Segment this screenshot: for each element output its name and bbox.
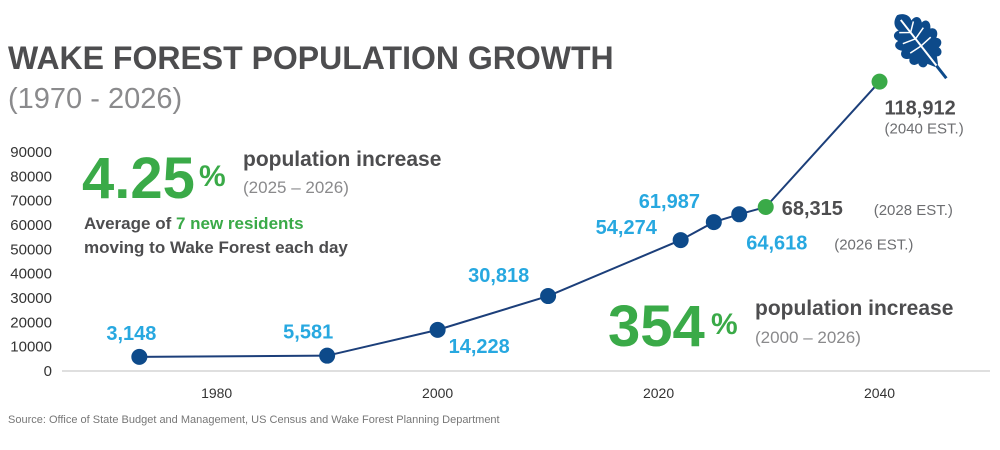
data-label: 64,618 xyxy=(746,232,807,254)
data-label: 61,987 xyxy=(639,191,700,213)
stat1-unit: % xyxy=(199,160,226,193)
daily-residents-note: Average of 7 new residents xyxy=(84,214,304,233)
stat1-value: 4.25 xyxy=(82,146,195,211)
stat1-range: (2025 – 2026) xyxy=(243,178,349,197)
stat2-value: 354 xyxy=(608,294,705,359)
y-tick-label: 60000 xyxy=(10,217,52,234)
data-label: 68,315 xyxy=(782,198,843,220)
y-tick-label: 30000 xyxy=(10,290,52,307)
data-point xyxy=(540,288,557,305)
note-prefix: Average of xyxy=(84,214,176,233)
data-label: 54,274 xyxy=(596,217,658,239)
chart-subtitle: (1970 - 2026) xyxy=(8,83,182,115)
y-tick-label: 10000 xyxy=(10,339,52,356)
data-point xyxy=(131,348,148,365)
data-point xyxy=(429,321,446,338)
source-note: Source: Office of State Budget and Manag… xyxy=(8,414,500,426)
stat2-label: population increase xyxy=(755,297,953,320)
stat-total-increase: 354 % population increase (2000 – 2026) xyxy=(608,294,953,359)
stat-annual-increase: 4.25 % population increase (2025 – 2026) xyxy=(82,146,441,211)
y-tick-label: 80000 xyxy=(10,168,52,185)
y-tick-label: 70000 xyxy=(10,193,52,210)
stat2-unit: % xyxy=(711,308,738,341)
y-tick-label: 0 xyxy=(44,363,52,380)
data-label: 14,228 xyxy=(449,336,510,358)
data-point xyxy=(672,232,689,249)
data-point-estimate xyxy=(757,198,774,215)
data-label-note: (2040 EST.) xyxy=(885,121,964,138)
data-point-estimate xyxy=(871,73,888,90)
axes: 0 10000 20000 30000 40000 50000 60000 70000 8000… xyxy=(10,144,990,401)
x-tick-label: 2040 xyxy=(864,385,895,401)
y-tick-label: 20000 xyxy=(10,314,52,331)
data-point xyxy=(319,347,336,364)
y-tick-label: 50000 xyxy=(10,241,52,258)
x-tick-label: 2000 xyxy=(422,385,453,401)
y-tick-label: 40000 xyxy=(10,266,52,283)
data-label: 3,148 xyxy=(106,323,156,345)
note-highlight: 7 new residents xyxy=(176,214,304,233)
data-point xyxy=(705,214,722,231)
y-tick-label: 90000 xyxy=(10,144,52,161)
data-label: 118,912 xyxy=(885,98,956,120)
data-point xyxy=(731,206,748,223)
x-tick-label: 1980 xyxy=(201,385,232,401)
data-label-note: (2026 EST.) xyxy=(834,236,913,253)
x-tick-label: 2020 xyxy=(643,385,674,401)
stat2-range: (2000 – 2026) xyxy=(755,328,861,347)
y-axis: 0 10000 20000 30000 40000 50000 60000 70000 8000… xyxy=(10,144,52,380)
chart-title: WAKE FOREST POPULATION GROWTH xyxy=(8,40,614,76)
stat1-label: population increase xyxy=(243,148,441,171)
data-label-note: (2028 EST.) xyxy=(874,202,953,219)
data-label: 30,818 xyxy=(468,265,529,287)
data-points xyxy=(131,73,888,365)
note-line2: moving to Wake Forest each day xyxy=(84,238,348,257)
oak-leaf-icon xyxy=(893,14,948,80)
x-axis: 1980 2000 2020 2040 xyxy=(201,385,895,401)
data-labels: 3,148 5,581 14,228 30,818 54,274 61,987 64,618… xyxy=(106,98,963,358)
data-label: 5,581 xyxy=(283,322,333,344)
